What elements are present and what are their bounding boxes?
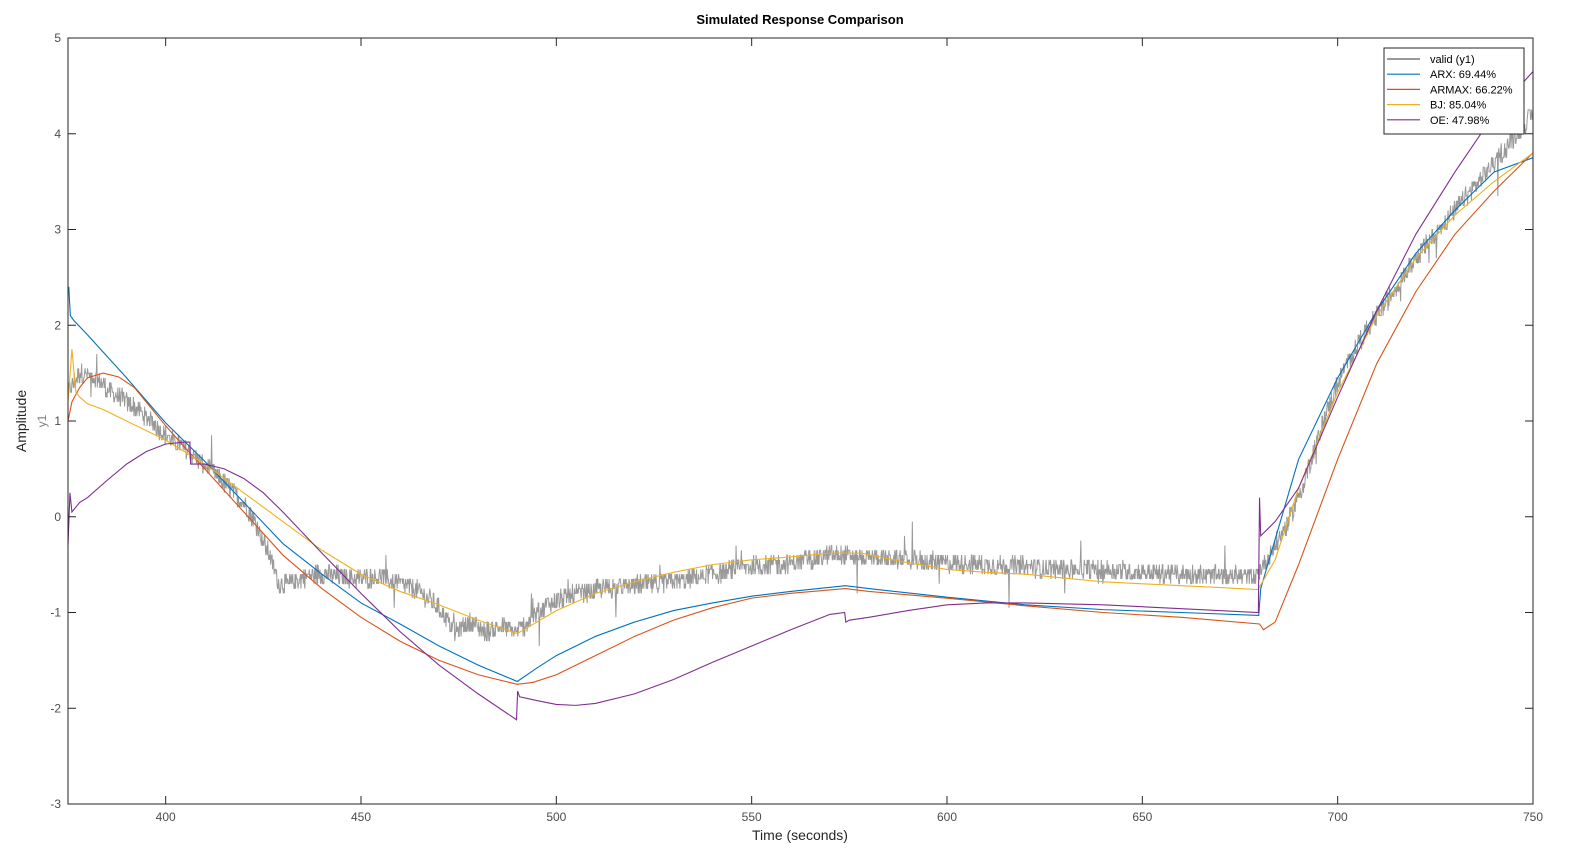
ticks-layer: 400 450 500 550 600 650 700 750 -3 -2 -1 0 1 2 3 4 5 <box>50 31 1543 824</box>
series-line-valid-y1 <box>68 109 1533 647</box>
legend: valid (y1) ARX: 69.44% ARMAX: 66.22% BJ: 85… <box>1383 47 1525 135</box>
legend-entry-label: ARX: 69.44% <box>1430 69 1496 81</box>
y-tick-label: 2 <box>54 318 61 332</box>
y-tick-label: 1 <box>54 414 61 428</box>
x-tick-label: 650 <box>1132 810 1152 824</box>
y-axis-output-label: y1 <box>35 414 49 427</box>
x-tick-label: 450 <box>351 810 371 824</box>
chart-title: Simulated Response Comparison <box>696 12 903 27</box>
y-tick-label: -3 <box>50 797 61 811</box>
y-tick-label: 5 <box>54 31 61 45</box>
y-tick-label: -1 <box>50 606 61 620</box>
plot-area <box>68 38 1533 804</box>
y-tick-label: 4 <box>54 127 61 141</box>
x-axis-title: Time (seconds) <box>752 827 848 843</box>
series-line-4 <box>68 71 1533 721</box>
y-tick-label: -2 <box>50 701 61 715</box>
x-tick-label: 400 <box>156 810 176 824</box>
legend-entry-label: BJ: 85.04% <box>1430 100 1486 112</box>
x-tick-label: 550 <box>742 810 762 824</box>
series-line-2 <box>68 152 1533 685</box>
x-tick-label: 700 <box>1328 810 1348 824</box>
y-axis-title: Amplitude <box>13 390 29 452</box>
series-line-3 <box>68 152 1533 635</box>
legend-entry-label: valid (y1) <box>1430 54 1475 66</box>
x-tick-label: 750 <box>1523 810 1543 824</box>
y-tick-label: 3 <box>54 223 61 237</box>
legend-entry-label: OE: 47.98% <box>1430 115 1490 127</box>
x-tick-label: 600 <box>937 810 957 824</box>
series-layer <box>68 71 1533 721</box>
legend-entry-label: ARMAX: 66.22% <box>1430 84 1513 96</box>
series-line-1 <box>68 157 1533 683</box>
y-tick-label: 0 <box>54 510 61 524</box>
x-tick-label: 500 <box>546 810 566 824</box>
